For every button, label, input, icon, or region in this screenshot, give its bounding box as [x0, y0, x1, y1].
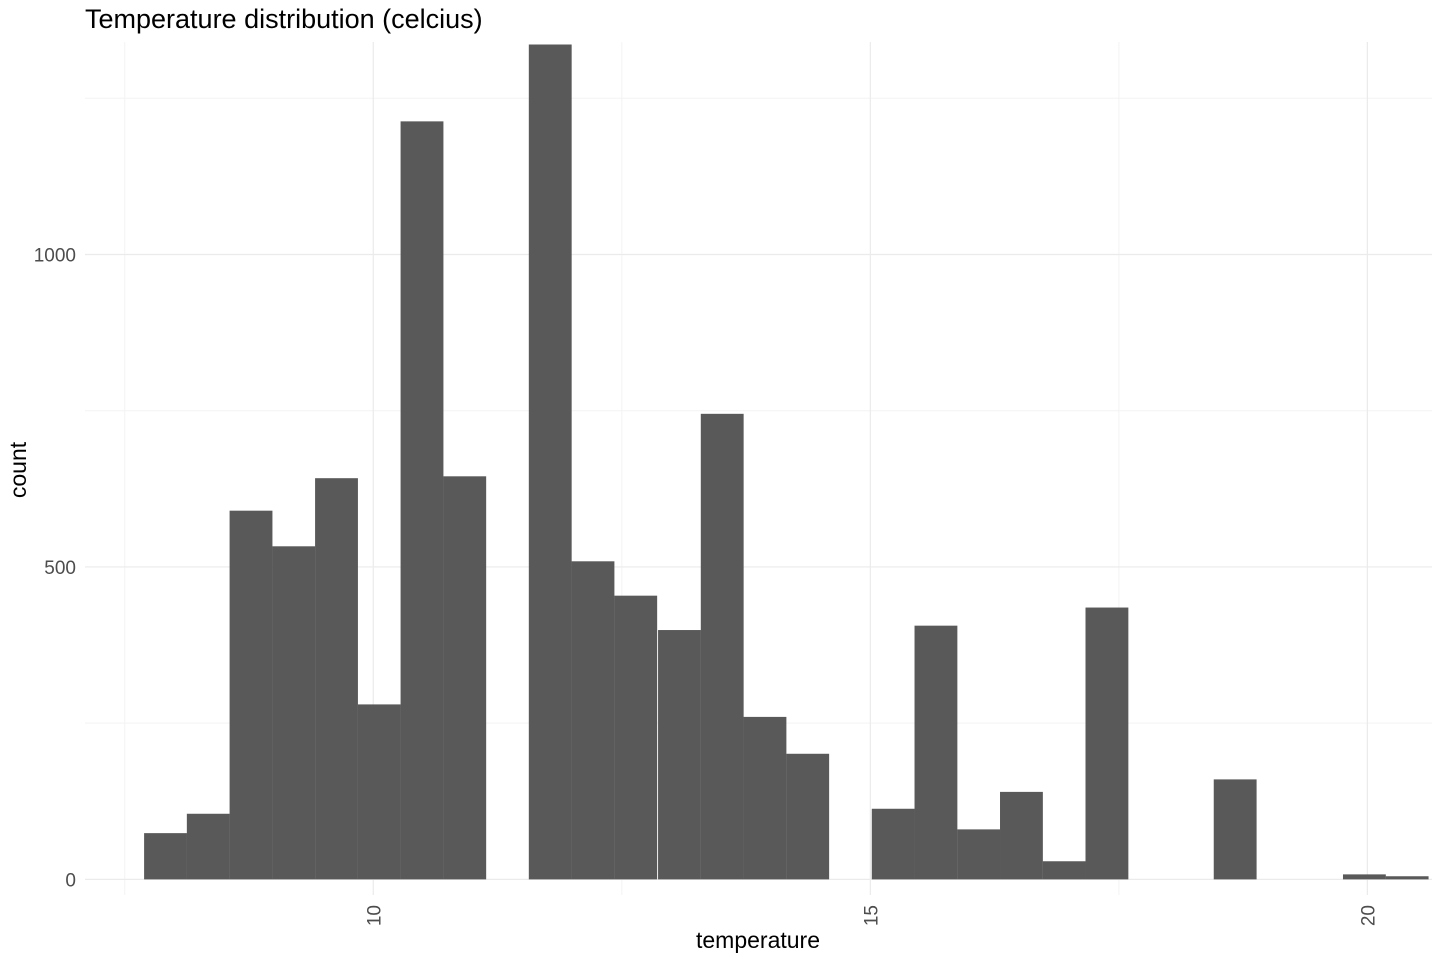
histogram-bar — [786, 753, 830, 880]
x-tick-label: 10 — [364, 905, 385, 926]
x-tick-label: 15 — [861, 905, 882, 926]
chart-title: Temperature distribution (celcius) — [85, 4, 483, 34]
x-axis-ticks: 10 15 20 — [364, 905, 1379, 926]
y-axis-ticks: 0 500 1000 — [34, 245, 76, 891]
histogram-bar — [528, 44, 572, 880]
histogram-bar — [443, 476, 487, 880]
histogram-bars — [144, 44, 1429, 880]
histogram-bar — [1385, 876, 1429, 880]
histogram-bar — [614, 595, 658, 880]
histogram-bar — [229, 510, 273, 880]
histogram-bar — [357, 704, 401, 880]
histogram-bar — [700, 413, 744, 880]
histogram-bar — [144, 833, 187, 880]
y-tick-label: 500 — [44, 558, 76, 579]
histogram-bar — [1042, 861, 1086, 880]
y-tick-label: 0 — [65, 870, 76, 891]
y-tick-label: 1000 — [34, 245, 76, 266]
histogram-bar — [571, 561, 615, 880]
histogram-bar — [1213, 779, 1257, 880]
x-axis-label: temperature — [696, 927, 820, 953]
histogram-bar — [658, 630, 701, 880]
histogram-bar — [1000, 791, 1043, 880]
histogram-bar — [871, 808, 915, 880]
x-tick-label: 20 — [1358, 905, 1379, 926]
histogram-bar — [1342, 874, 1386, 880]
histogram-bar — [957, 829, 1001, 880]
y-axis-label: count — [5, 441, 31, 498]
histogram-bar — [186, 813, 230, 880]
histogram-bar — [914, 625, 958, 880]
histogram-bar — [1085, 607, 1129, 880]
histogram-bar — [315, 478, 358, 880]
histogram-bar — [743, 716, 787, 880]
histogram-bar — [400, 121, 444, 880]
histogram-bar — [272, 546, 316, 880]
